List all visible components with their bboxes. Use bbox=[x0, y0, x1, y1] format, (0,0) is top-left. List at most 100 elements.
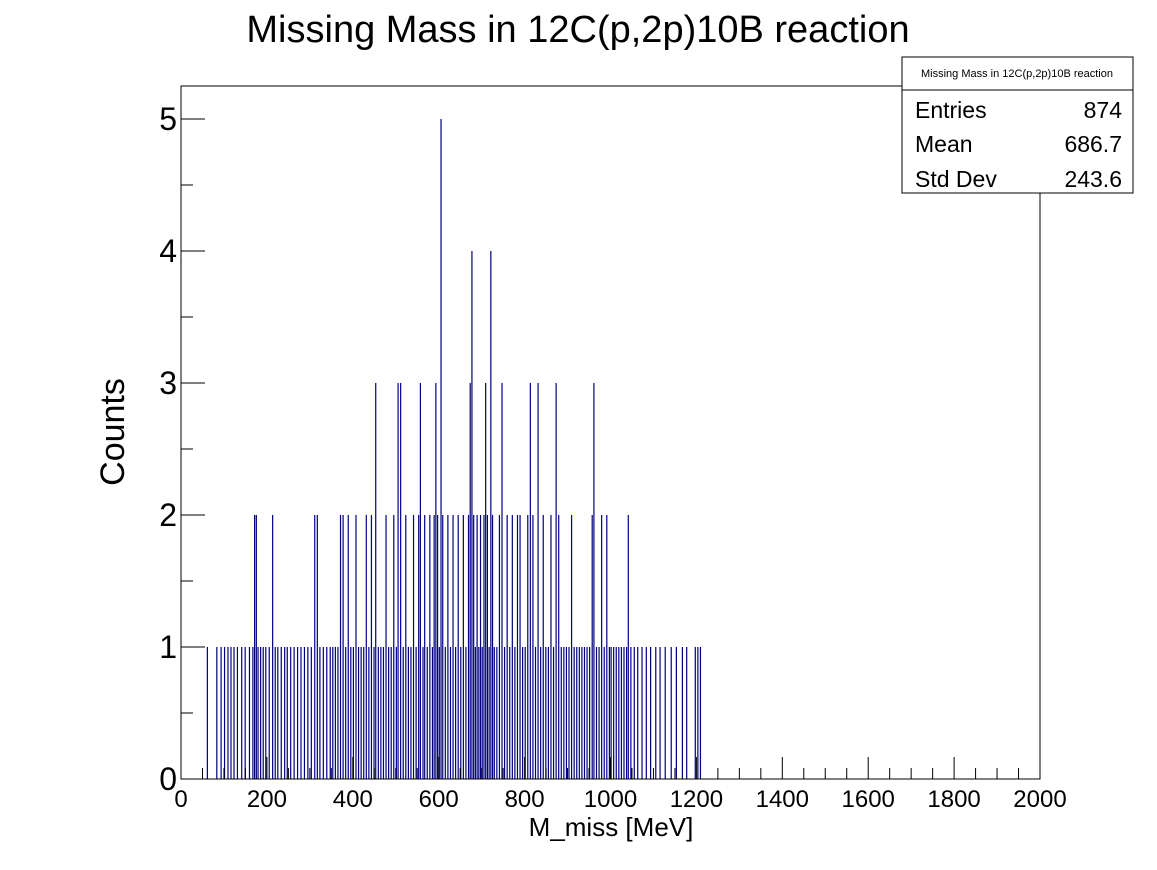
histogram-bin-bar bbox=[380, 647, 382, 779]
histogram-bin-bar bbox=[578, 647, 580, 779]
histogram-bin-bar bbox=[506, 515, 508, 779]
histogram-bin-bar bbox=[393, 515, 395, 779]
histogram-bin-bar bbox=[248, 647, 251, 779]
histogram-bin-bar bbox=[550, 515, 552, 779]
histogram-bin-bar bbox=[303, 647, 306, 779]
histogram-bin-bar bbox=[388, 647, 390, 779]
histogram-bin-bar bbox=[363, 647, 365, 779]
histogram-bin-bar bbox=[385, 515, 387, 779]
histogram-bin-bar bbox=[230, 647, 232, 779]
histogram-bin-bar bbox=[426, 647, 428, 779]
histogram-bin-bar bbox=[360, 647, 362, 779]
histogram-bin-bar bbox=[608, 647, 610, 779]
y-tick-label: 3 bbox=[159, 365, 177, 401]
y-tick-label: 5 bbox=[159, 101, 177, 137]
histogram-bin-bar bbox=[314, 515, 316, 779]
histogram-bin-bar bbox=[583, 647, 586, 779]
histogram-bin-bar bbox=[410, 647, 412, 779]
histogram-bin-bar bbox=[555, 383, 557, 779]
histogram-bin-bar bbox=[452, 515, 454, 779]
histogram-bin-bar bbox=[471, 251, 473, 779]
histogram-bin-bar bbox=[322, 647, 324, 779]
histogram-bin-bar bbox=[286, 647, 288, 779]
stats-mean-label: Mean bbox=[915, 131, 973, 157]
histogram-bin-bar bbox=[473, 515, 475, 779]
chart-title: Missing Mass in 12C(p,2p)10B reaction bbox=[246, 9, 909, 51]
histogram-bin-bar bbox=[424, 515, 426, 779]
histogram-bin-bar bbox=[558, 515, 560, 779]
histogram-bin-bar bbox=[610, 647, 612, 779]
histogram-bin-bar bbox=[329, 647, 331, 779]
histogram-bin-bar bbox=[476, 515, 478, 779]
histogram-bin-bar bbox=[241, 647, 243, 779]
histogram-bin-bar bbox=[296, 647, 299, 779]
histogram-bin-bar bbox=[511, 515, 513, 779]
histogram-bin-bar bbox=[390, 647, 392, 779]
histogram-bin-bar bbox=[481, 647, 483, 779]
histogram-bin-bar bbox=[449, 647, 452, 779]
histogram-bin-bar bbox=[540, 647, 542, 779]
histogram-bin-bar bbox=[509, 647, 511, 779]
x-tick-label: 200 bbox=[247, 786, 287, 813]
histogram-bin-bar bbox=[675, 647, 677, 779]
histogram-bin-bar bbox=[581, 647, 583, 779]
histogram-bin-bar bbox=[542, 515, 544, 779]
stats-box-title: Missing Mass in 12C(p,2p)10B reaction bbox=[921, 68, 1113, 80]
histogram-bin-bar bbox=[352, 647, 354, 779]
histogram-bin-bar bbox=[377, 647, 379, 779]
histogram-bin-bar bbox=[659, 647, 661, 779]
histogram-bin-bar bbox=[699, 647, 702, 779]
histogram-bin-bar bbox=[488, 647, 490, 779]
histogram-bin-bar bbox=[357, 647, 360, 779]
histogram-bin-bar bbox=[478, 647, 480, 779]
histogram-bin-bar bbox=[573, 647, 575, 779]
histogram-bin-bar bbox=[415, 647, 417, 779]
histogram-bin-bar bbox=[570, 515, 573, 779]
x-tick-label: 1200 bbox=[670, 786, 723, 813]
y-tick-label: 0 bbox=[159, 761, 177, 797]
histogram-bin-bar bbox=[650, 647, 652, 779]
histogram-bin-bar bbox=[645, 647, 647, 779]
histogram-bin-bar bbox=[483, 515, 485, 779]
histogram-bin-bar bbox=[382, 647, 385, 779]
histogram-bin-bar bbox=[697, 647, 699, 779]
histogram-bin-bar bbox=[491, 515, 494, 779]
histogram-bin-bar bbox=[326, 647, 328, 779]
histogram-bin-bar bbox=[623, 647, 625, 779]
histogram-bin-bar bbox=[474, 647, 476, 779]
histogram-bin-bar bbox=[227, 647, 229, 779]
x-tick-label: 1600 bbox=[842, 786, 895, 813]
histogram-bin-bar bbox=[519, 515, 521, 779]
histogram-bin-bar bbox=[444, 647, 446, 779]
histogram-bin-bar bbox=[613, 647, 615, 779]
histogram-bin-bar bbox=[262, 647, 264, 779]
histogram-bin-bar bbox=[589, 647, 591, 779]
histogram-bin-bar bbox=[479, 515, 482, 779]
histogram-bin-bar bbox=[563, 647, 565, 779]
stats-box: Missing Mass in 12C(p,2p)10B reaction En… bbox=[901, 56, 1134, 194]
histogram-bin-bar bbox=[469, 383, 471, 779]
histogram-bin-bar bbox=[547, 647, 549, 779]
y-tick-label: 2 bbox=[159, 497, 177, 533]
histogram-bin-bar bbox=[527, 515, 529, 779]
histogram-bin-bar bbox=[407, 647, 409, 779]
histogram-bin-bar bbox=[620, 647, 623, 779]
histogram-bin-bar bbox=[670, 647, 672, 779]
histogram-bin-bar bbox=[637, 647, 639, 779]
histogram-bin-bar bbox=[498, 515, 501, 779]
histogram-bin-bar bbox=[440, 119, 442, 779]
histogram-bin-bar bbox=[455, 647, 457, 779]
histogram-bin-bar bbox=[236, 647, 239, 779]
histogram-bin-bar bbox=[664, 647, 666, 779]
histogram-bin-bar bbox=[280, 647, 282, 779]
histogram-bin-bar bbox=[339, 515, 342, 779]
histogram-bin-bar bbox=[373, 647, 375, 779]
histogram-bin-bar bbox=[370, 515, 373, 779]
histogram-bin-bar bbox=[493, 647, 495, 779]
histogram-bin-bar bbox=[395, 647, 397, 779]
histogram-bin-bar bbox=[402, 647, 404, 779]
histogram-bin-bar bbox=[436, 515, 439, 779]
histogram-bin-bar bbox=[274, 647, 276, 779]
histogram-bin-bar bbox=[625, 647, 628, 779]
histogram-bin-bar bbox=[591, 515, 593, 779]
